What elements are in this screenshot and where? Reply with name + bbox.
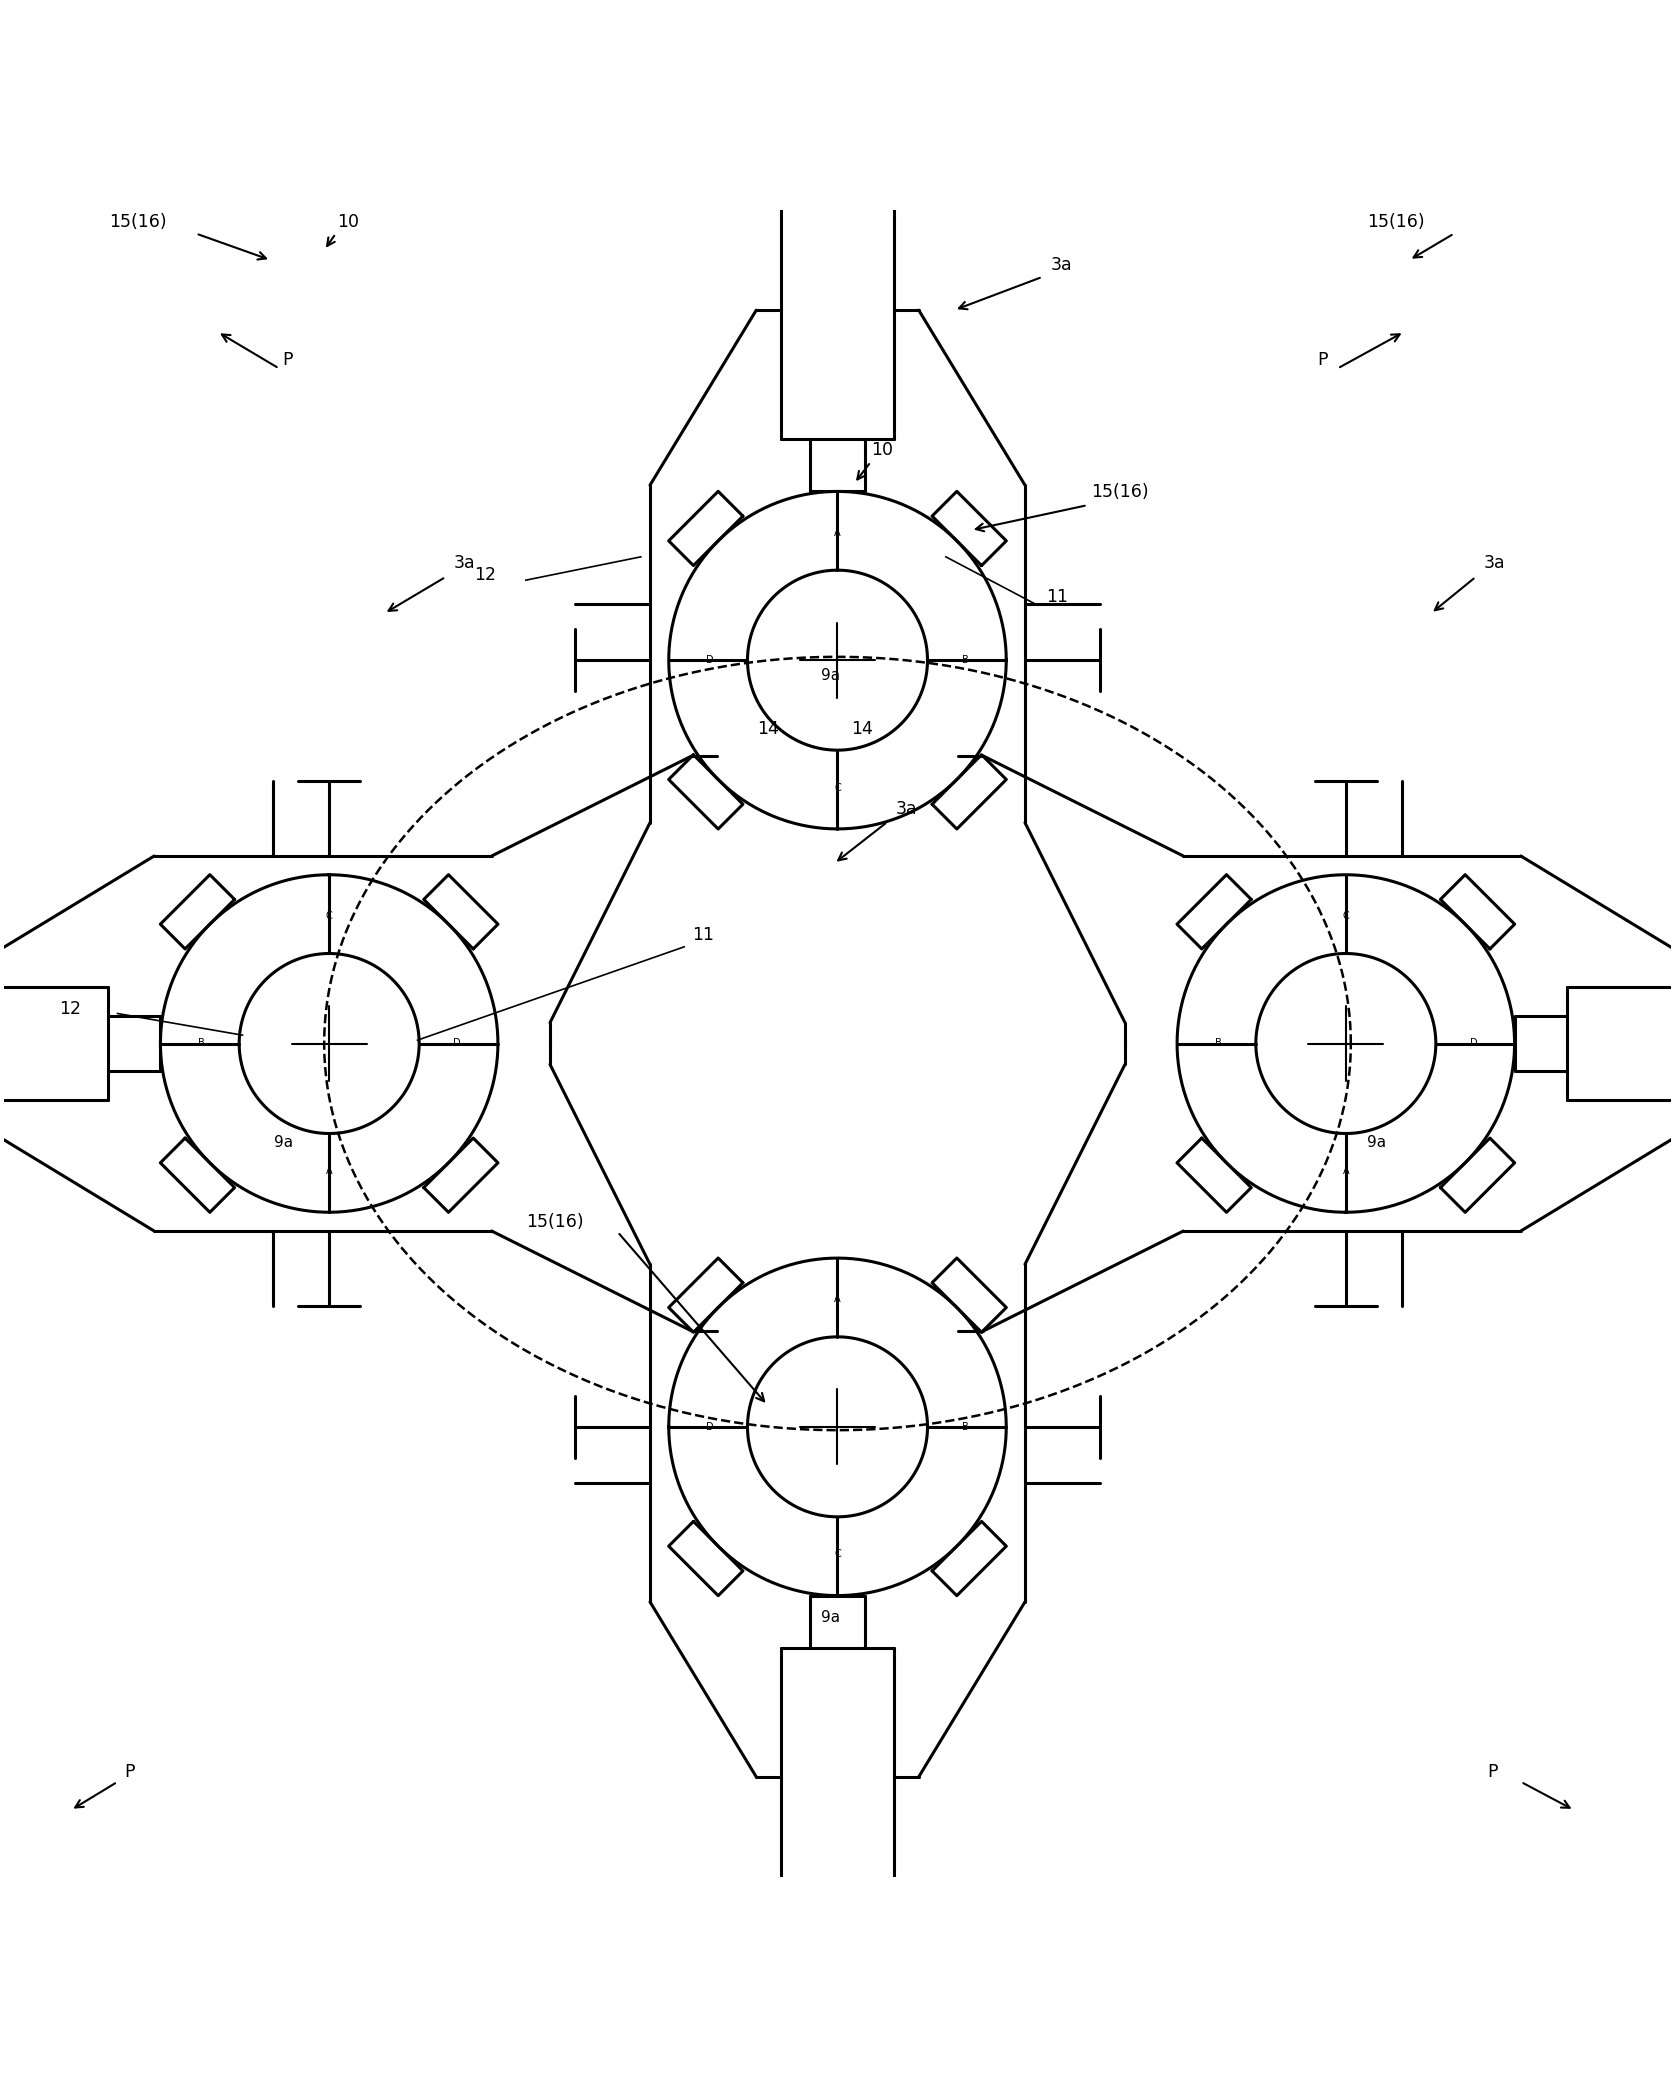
Text: 9a: 9a (275, 1135, 293, 1150)
Text: 3a: 3a (896, 799, 918, 818)
Text: A: A (327, 1167, 332, 1175)
Text: 3a: 3a (1484, 555, 1506, 572)
Text: 12: 12 (474, 566, 496, 584)
Text: C: C (834, 783, 841, 793)
Text: C: C (327, 912, 333, 920)
Text: 15(16): 15(16) (1090, 482, 1149, 501)
Text: P: P (1487, 1764, 1497, 1780)
Text: 15(16): 15(16) (1367, 213, 1425, 232)
Text: D: D (707, 1421, 714, 1432)
Text: A: A (1343, 1167, 1348, 1175)
Text: B: B (961, 655, 968, 666)
Text: 14: 14 (851, 720, 873, 737)
Text: 14: 14 (757, 720, 779, 737)
Text: 10: 10 (337, 213, 360, 232)
Text: D: D (1469, 1039, 1477, 1048)
Text: 3a: 3a (1050, 257, 1072, 273)
Text: A: A (834, 528, 841, 538)
Text: P: P (1318, 351, 1328, 369)
Text: A: A (834, 1294, 841, 1304)
Text: 10: 10 (871, 440, 893, 459)
Text: 9a: 9a (821, 668, 839, 682)
Text: 15(16): 15(16) (109, 213, 168, 232)
Text: 11: 11 (692, 927, 715, 943)
Text: B: B (961, 1421, 968, 1432)
Text: P: P (283, 351, 293, 369)
Text: 9a: 9a (821, 1609, 839, 1626)
Text: P: P (124, 1764, 134, 1780)
Text: B: B (1214, 1039, 1221, 1048)
Text: B: B (198, 1039, 204, 1048)
Text: 3a: 3a (454, 555, 476, 572)
Text: D: D (707, 655, 714, 666)
Text: 11: 11 (1045, 589, 1069, 605)
Text: 9a: 9a (1367, 1135, 1387, 1150)
Text: C: C (834, 1549, 841, 1559)
Text: C: C (1342, 912, 1348, 920)
Text: 15(16): 15(16) (526, 1213, 583, 1231)
Text: 12: 12 (59, 1000, 80, 1018)
Text: D: D (452, 1039, 461, 1048)
